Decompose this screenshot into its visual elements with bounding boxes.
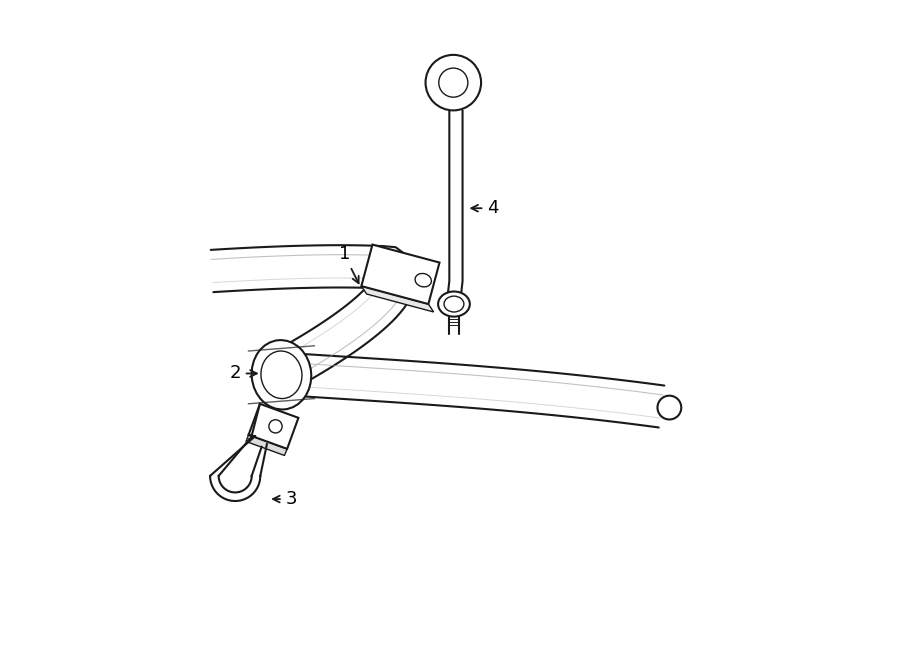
Ellipse shape — [438, 292, 470, 317]
Text: 1: 1 — [338, 245, 358, 284]
Circle shape — [426, 55, 482, 110]
Ellipse shape — [252, 340, 311, 409]
Circle shape — [269, 420, 282, 433]
Polygon shape — [246, 435, 287, 455]
Circle shape — [658, 396, 681, 420]
Text: 4: 4 — [472, 199, 499, 217]
Polygon shape — [248, 404, 299, 449]
Text: 3: 3 — [273, 490, 297, 508]
Polygon shape — [361, 245, 439, 304]
Ellipse shape — [444, 296, 464, 312]
Circle shape — [439, 68, 468, 97]
Text: 2: 2 — [230, 364, 256, 383]
Polygon shape — [210, 476, 260, 501]
Polygon shape — [211, 245, 664, 428]
Ellipse shape — [261, 351, 302, 399]
Polygon shape — [361, 286, 434, 312]
Polygon shape — [449, 316, 459, 334]
Polygon shape — [447, 110, 463, 299]
Ellipse shape — [415, 274, 431, 287]
